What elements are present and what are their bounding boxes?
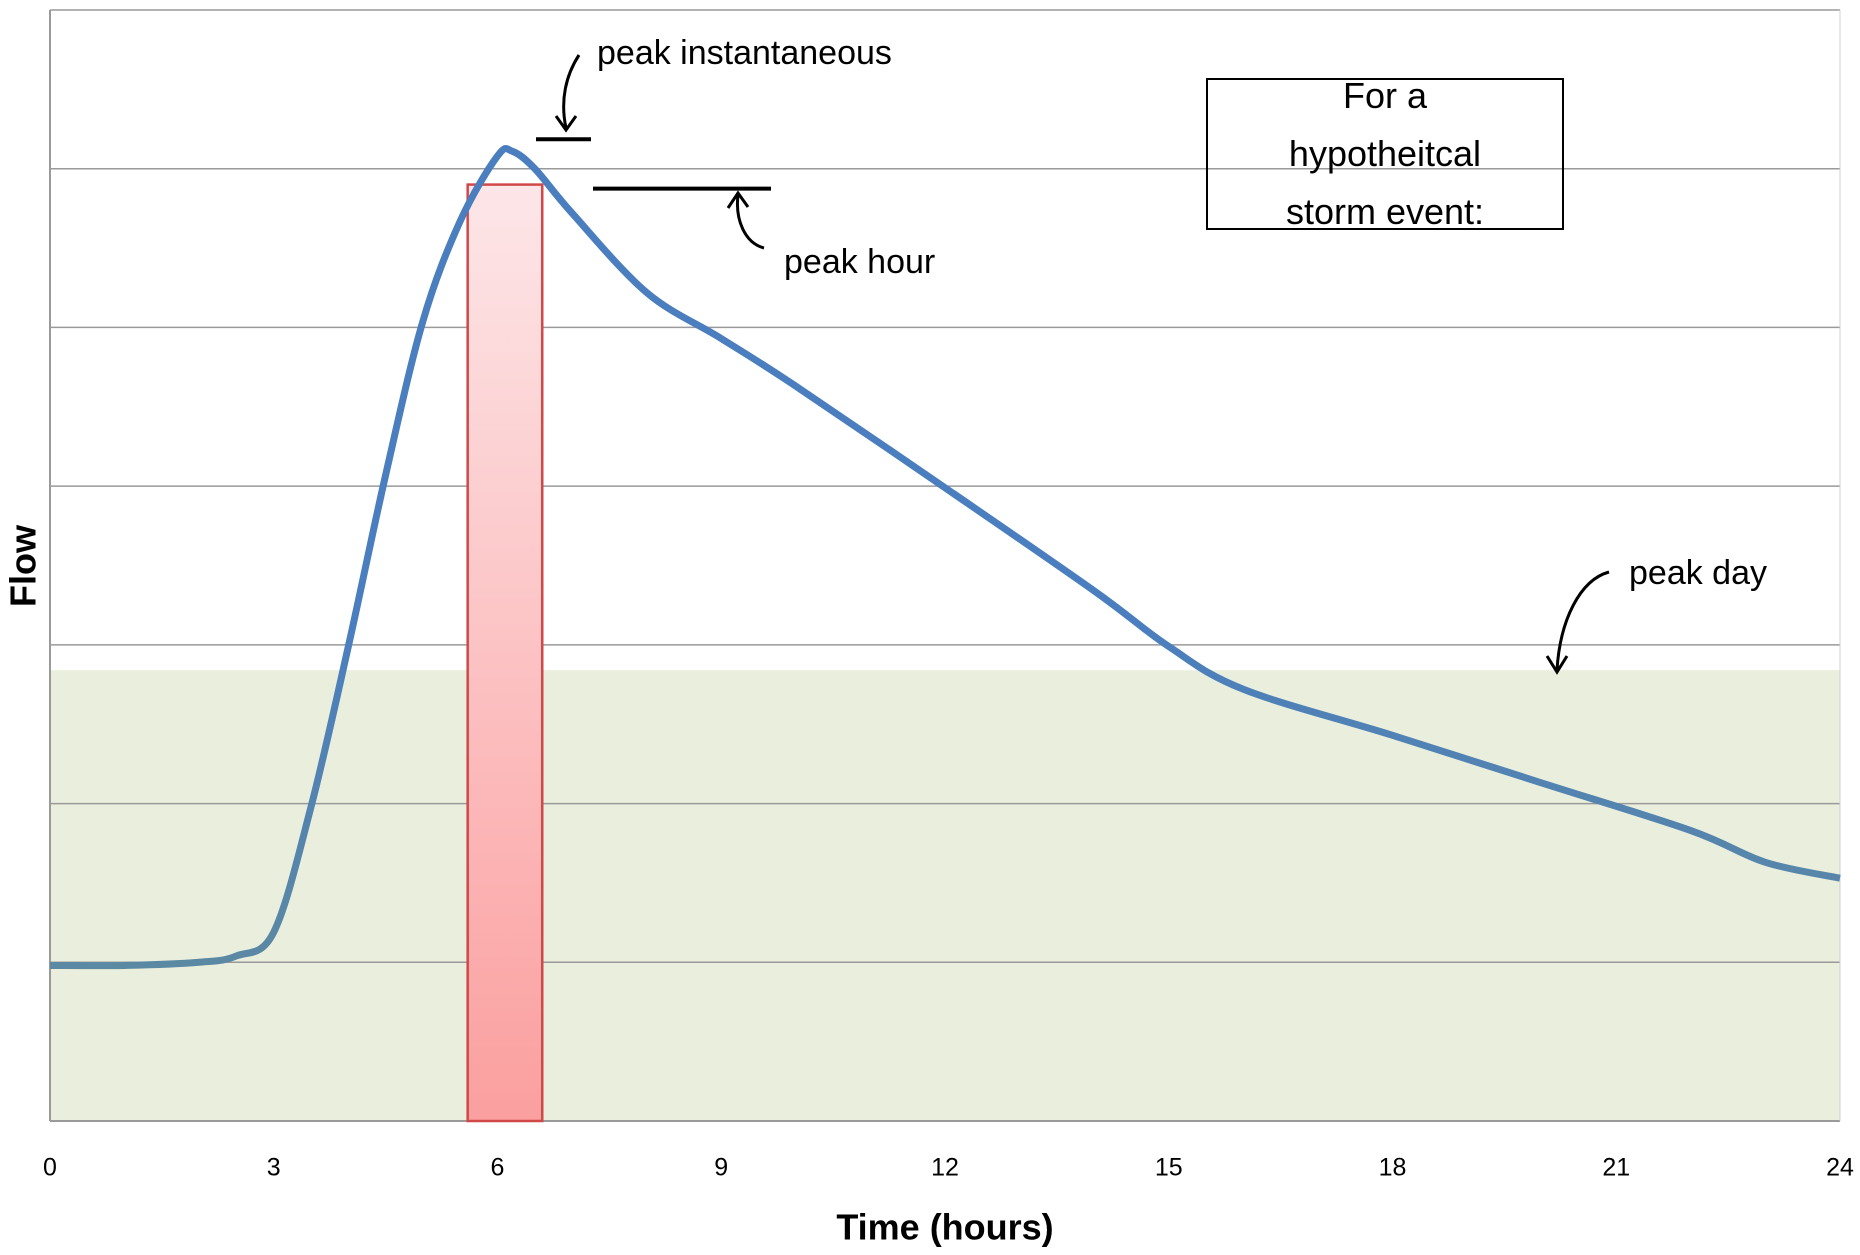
- annotation: peak day: [1629, 554, 1767, 592]
- x-axis-title: Time (hours): [836, 1207, 1053, 1248]
- note-box: For a hypotheitcal storm event:: [1206, 75, 1564, 232]
- x-tick-label: 18: [1379, 1154, 1407, 1182]
- peak-hour-bar: [466, 183, 544, 1123]
- x-tick-label: 15: [1155, 1154, 1183, 1182]
- x-tick-label: 12: [931, 1154, 959, 1182]
- arrow: [726, 190, 765, 250]
- x-tick-label: 6: [491, 1154, 505, 1182]
- x-tick-label: 3: [267, 1154, 281, 1182]
- x-tick-label: 24: [1826, 1154, 1854, 1182]
- annotation: peak instantaneous: [597, 34, 892, 72]
- annotation: peak hour: [784, 243, 935, 281]
- arrow: [1545, 570, 1610, 675]
- x-tick-label: 9: [714, 1154, 728, 1182]
- y-axis-title: Flow: [3, 524, 44, 607]
- arrow: [554, 54, 581, 133]
- flow-line: [49, 145, 1841, 970]
- x-tick-label: 21: [1602, 1154, 1630, 1182]
- x-tick-label: 0: [43, 1154, 57, 1182]
- peak-day-band: [50, 670, 1840, 1121]
